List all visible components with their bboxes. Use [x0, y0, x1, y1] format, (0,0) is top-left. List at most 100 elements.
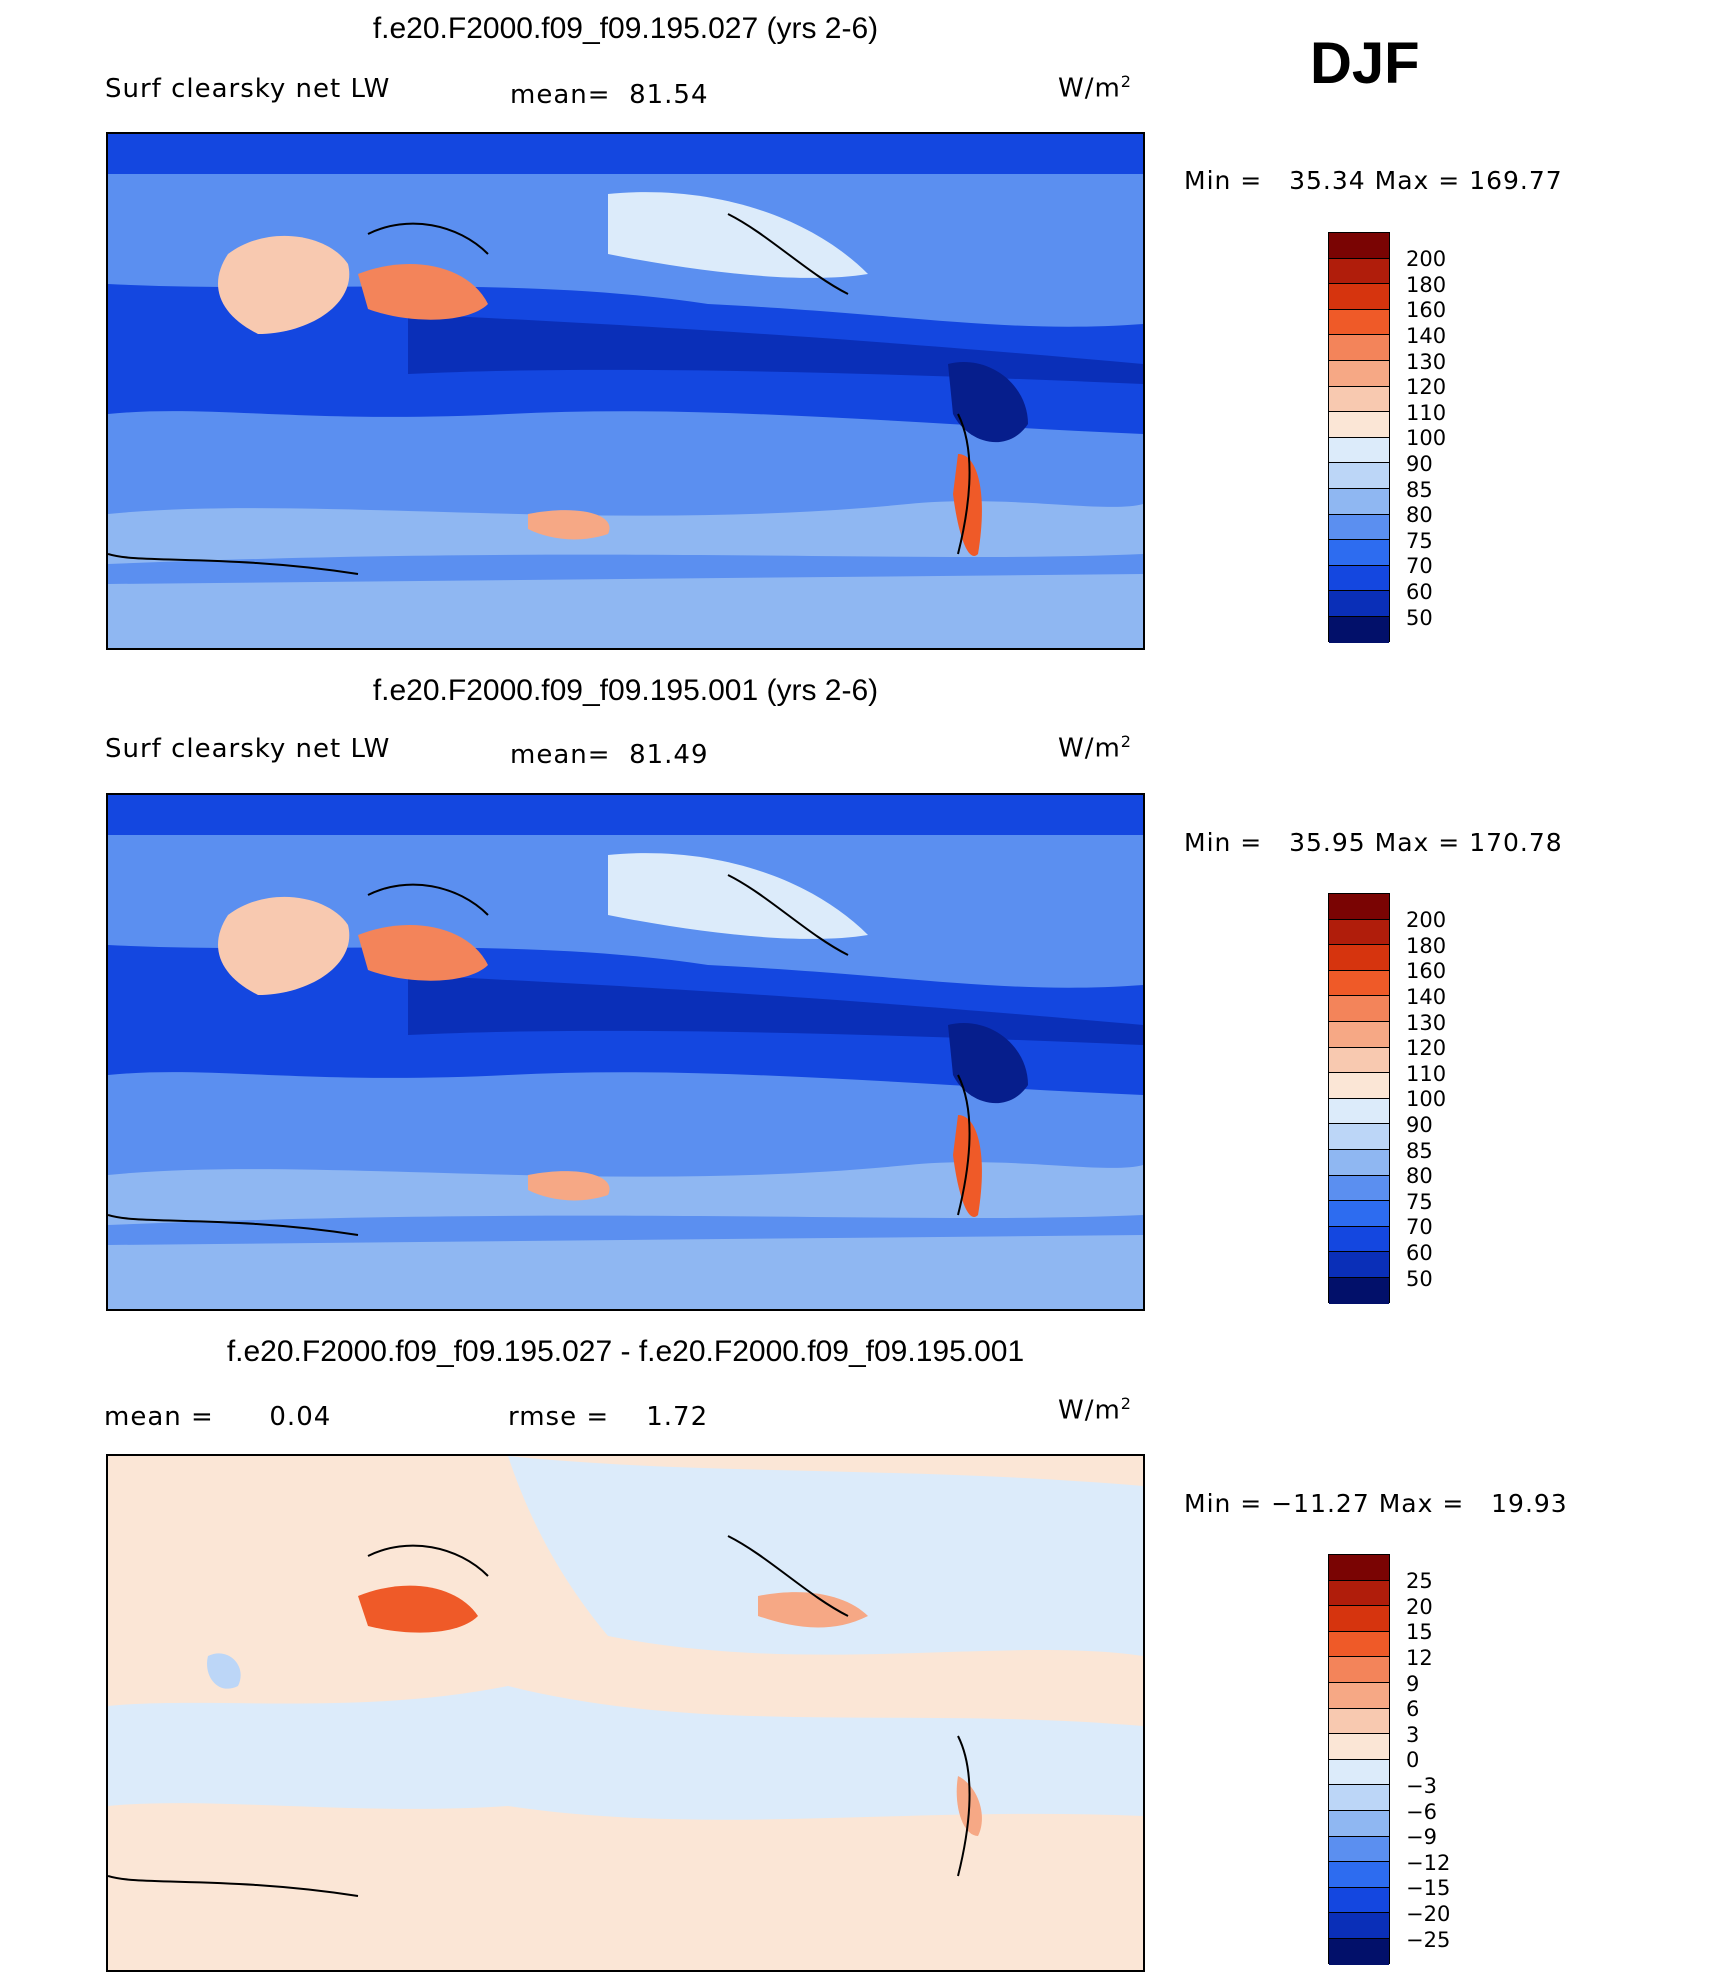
panel3-colorbar-swatch — [1329, 1708, 1389, 1735]
panel2-colorbar-swatch — [1329, 996, 1389, 1022]
panel1-colorbar-swatch — [1329, 591, 1389, 617]
panel1-max-value: 169.77 — [1469, 166, 1563, 195]
panel3-colorbar-swatch — [1329, 1785, 1389, 1811]
panel2-mean-value: 81.49 — [629, 740, 709, 770]
panel3-mean-value: 0.04 — [269, 1402, 332, 1432]
panel3-min-value: −11.27 — [1271, 1489, 1370, 1518]
panel3-colorbar-swatch — [1329, 1862, 1389, 1888]
panel3-colorbar-swatch — [1329, 1606, 1389, 1632]
panel3-colorbar-label: 3 — [1406, 1723, 1420, 1747]
panel3-colorbar-swatch — [1329, 1810, 1389, 1837]
panel2-colorbar-swatch — [1329, 1098, 1389, 1125]
panel2-colorbar-label: 140 — [1406, 985, 1447, 1009]
panel2-map — [106, 793, 1145, 1311]
panel1-colorbar-swatch — [1329, 616, 1389, 643]
panel2-colorbar-label: 160 — [1406, 959, 1447, 983]
panel1-colorbar-label: 90 — [1406, 452, 1433, 476]
panel3-colorbar-label: 15 — [1406, 1620, 1433, 1644]
panel3-max-value: 19.93 — [1491, 1489, 1568, 1518]
panel1-colorbar-swatch — [1329, 437, 1389, 464]
panel3-colorbar-label: −25 — [1406, 1928, 1451, 1952]
panel3-rmse-label: rmse = — [508, 1402, 610, 1432]
panel3-units: W/m2 — [1058, 1394, 1132, 1426]
panel2-colorbar-label: 50 — [1406, 1267, 1433, 1291]
panel1-colorbar-label: 180 — [1406, 273, 1447, 297]
panel3-colorbar-label: −15 — [1406, 1876, 1451, 1900]
panel3-mean: mean = 0.04 — [104, 1402, 331, 1432]
panel3-colorbar-swatch — [1329, 1682, 1389, 1709]
panel2-title: f.e20.F2000.f09_f09.195.001 (yrs 2-6) — [372, 674, 879, 707]
panel3-mean-label: mean = — [104, 1402, 214, 1432]
panel1-colorbar-swatch — [1329, 514, 1389, 541]
panel2-colorbar-label: 110 — [1406, 1062, 1447, 1086]
panel1-colorbar-label: 85 — [1406, 478, 1433, 502]
panel3-minmax: Min = −11.27 Max = 19.93 — [1184, 1489, 1568, 1518]
panel2-colorbar-swatch — [1329, 894, 1389, 920]
panel3-colorbar-swatch — [1329, 1631, 1389, 1658]
panel1-colorbar-swatch — [1329, 335, 1389, 361]
panel2-colorbar-swatch — [1329, 1073, 1389, 1099]
panel2-colorbar-label: 70 — [1406, 1215, 1433, 1239]
panel2-colorbar-swatch — [1329, 1201, 1389, 1227]
panel1-colorbar-swatch — [1329, 258, 1389, 285]
panel2-colorbar-swatch — [1329, 1047, 1389, 1074]
panel3-colorbar-label: 20 — [1406, 1595, 1433, 1619]
panel1-colorbar-label: 140 — [1406, 324, 1447, 348]
panel2-colorbar-label: 180 — [1406, 934, 1447, 958]
panel1-min-value: 35.34 — [1289, 166, 1366, 195]
panel3-colorbar-label: 25 — [1406, 1569, 1433, 1593]
panel1-colorbar-swatch — [1329, 463, 1389, 489]
season-label: DJF — [1310, 31, 1420, 96]
panel2-mean: mean= 81.49 — [510, 740, 709, 770]
panel3-rmse-value: 1.72 — [646, 1402, 709, 1432]
panel3-colorbar — [1328, 1554, 1390, 1965]
panel1-variable: Surf clearsky net LW — [105, 74, 391, 104]
panel3-colorbar-label: −12 — [1406, 1851, 1451, 1875]
panel1-map — [106, 132, 1145, 650]
panel2-colorbar-label: 120 — [1406, 1036, 1447, 1060]
panel1-colorbar-swatch — [1329, 488, 1389, 515]
panel1-colorbar-label: 80 — [1406, 503, 1433, 527]
panel3-colorbar-label: −20 — [1406, 1902, 1451, 1926]
panel1-colorbar-label: 110 — [1406, 401, 1447, 425]
panel2-min-value: 35.95 — [1289, 828, 1366, 857]
panel2-colorbar-label: 100 — [1406, 1087, 1447, 1111]
panel3-colorbar-swatch — [1329, 1555, 1389, 1581]
panel1-colorbar-swatch — [1329, 412, 1389, 438]
panel2-colorbar-label: 80 — [1406, 1164, 1433, 1188]
panel3-colorbar-swatch — [1329, 1836, 1389, 1863]
panel1-colorbar-label: 50 — [1406, 606, 1433, 630]
panel1-colorbar-label: 70 — [1406, 554, 1433, 578]
panel3-colorbar-swatch — [1329, 1913, 1389, 1939]
panel2-colorbar-swatch — [1329, 1277, 1389, 1304]
panel3-colorbar-swatch — [1329, 1938, 1389, 1965]
panel2-colorbar-label: 200 — [1406, 908, 1447, 932]
panel2-colorbar-swatch — [1329, 919, 1389, 946]
panel1-colorbar-swatch — [1329, 565, 1389, 592]
panel2-max-value: 170.78 — [1469, 828, 1563, 857]
panel3-colorbar-label: −9 — [1406, 1825, 1437, 1849]
panel3-colorbar-swatch — [1329, 1657, 1389, 1683]
panel1-colorbar-label: 160 — [1406, 298, 1447, 322]
panel3-title: f.e20.F2000.f09_f09.195.027 - f.e20.F200… — [226, 1335, 1025, 1368]
panel1-title: f.e20.F2000.f09_f09.195.027 (yrs 2-6) — [372, 12, 879, 45]
panel2-units: W/m2 — [1058, 732, 1132, 764]
panel1-mean-label: mean= — [510, 80, 611, 110]
panel3-colorbar-swatch — [1329, 1887, 1389, 1914]
panel3-colorbar-label: 6 — [1406, 1697, 1420, 1721]
panel1-colorbar-label: 100 — [1406, 426, 1447, 450]
panel3-colorbar-label: 0 — [1406, 1748, 1420, 1772]
panel3-colorbar-label: −6 — [1406, 1800, 1437, 1824]
panel1-colorbar-swatch — [1329, 386, 1389, 413]
panel2-minmax: Min = 35.95 Max = 170.78 — [1184, 828, 1563, 857]
panel2-colorbar-swatch — [1329, 945, 1389, 971]
panel3-rmse: rmse = 1.72 — [508, 1402, 708, 1432]
panel2-mean-label: mean= — [510, 740, 611, 770]
panel1-colorbar-label: 120 — [1406, 375, 1447, 399]
panel3-colorbar-swatch — [1329, 1734, 1389, 1760]
panel1-colorbar-swatch — [1329, 309, 1389, 336]
panel2-variable: Surf clearsky net LW — [105, 734, 391, 764]
panel1-colorbar — [1328, 232, 1390, 643]
panel1-minmax: Min = 35.34 Max = 169.77 — [1184, 166, 1563, 195]
panel3-colorbar-label: 9 — [1406, 1672, 1420, 1696]
